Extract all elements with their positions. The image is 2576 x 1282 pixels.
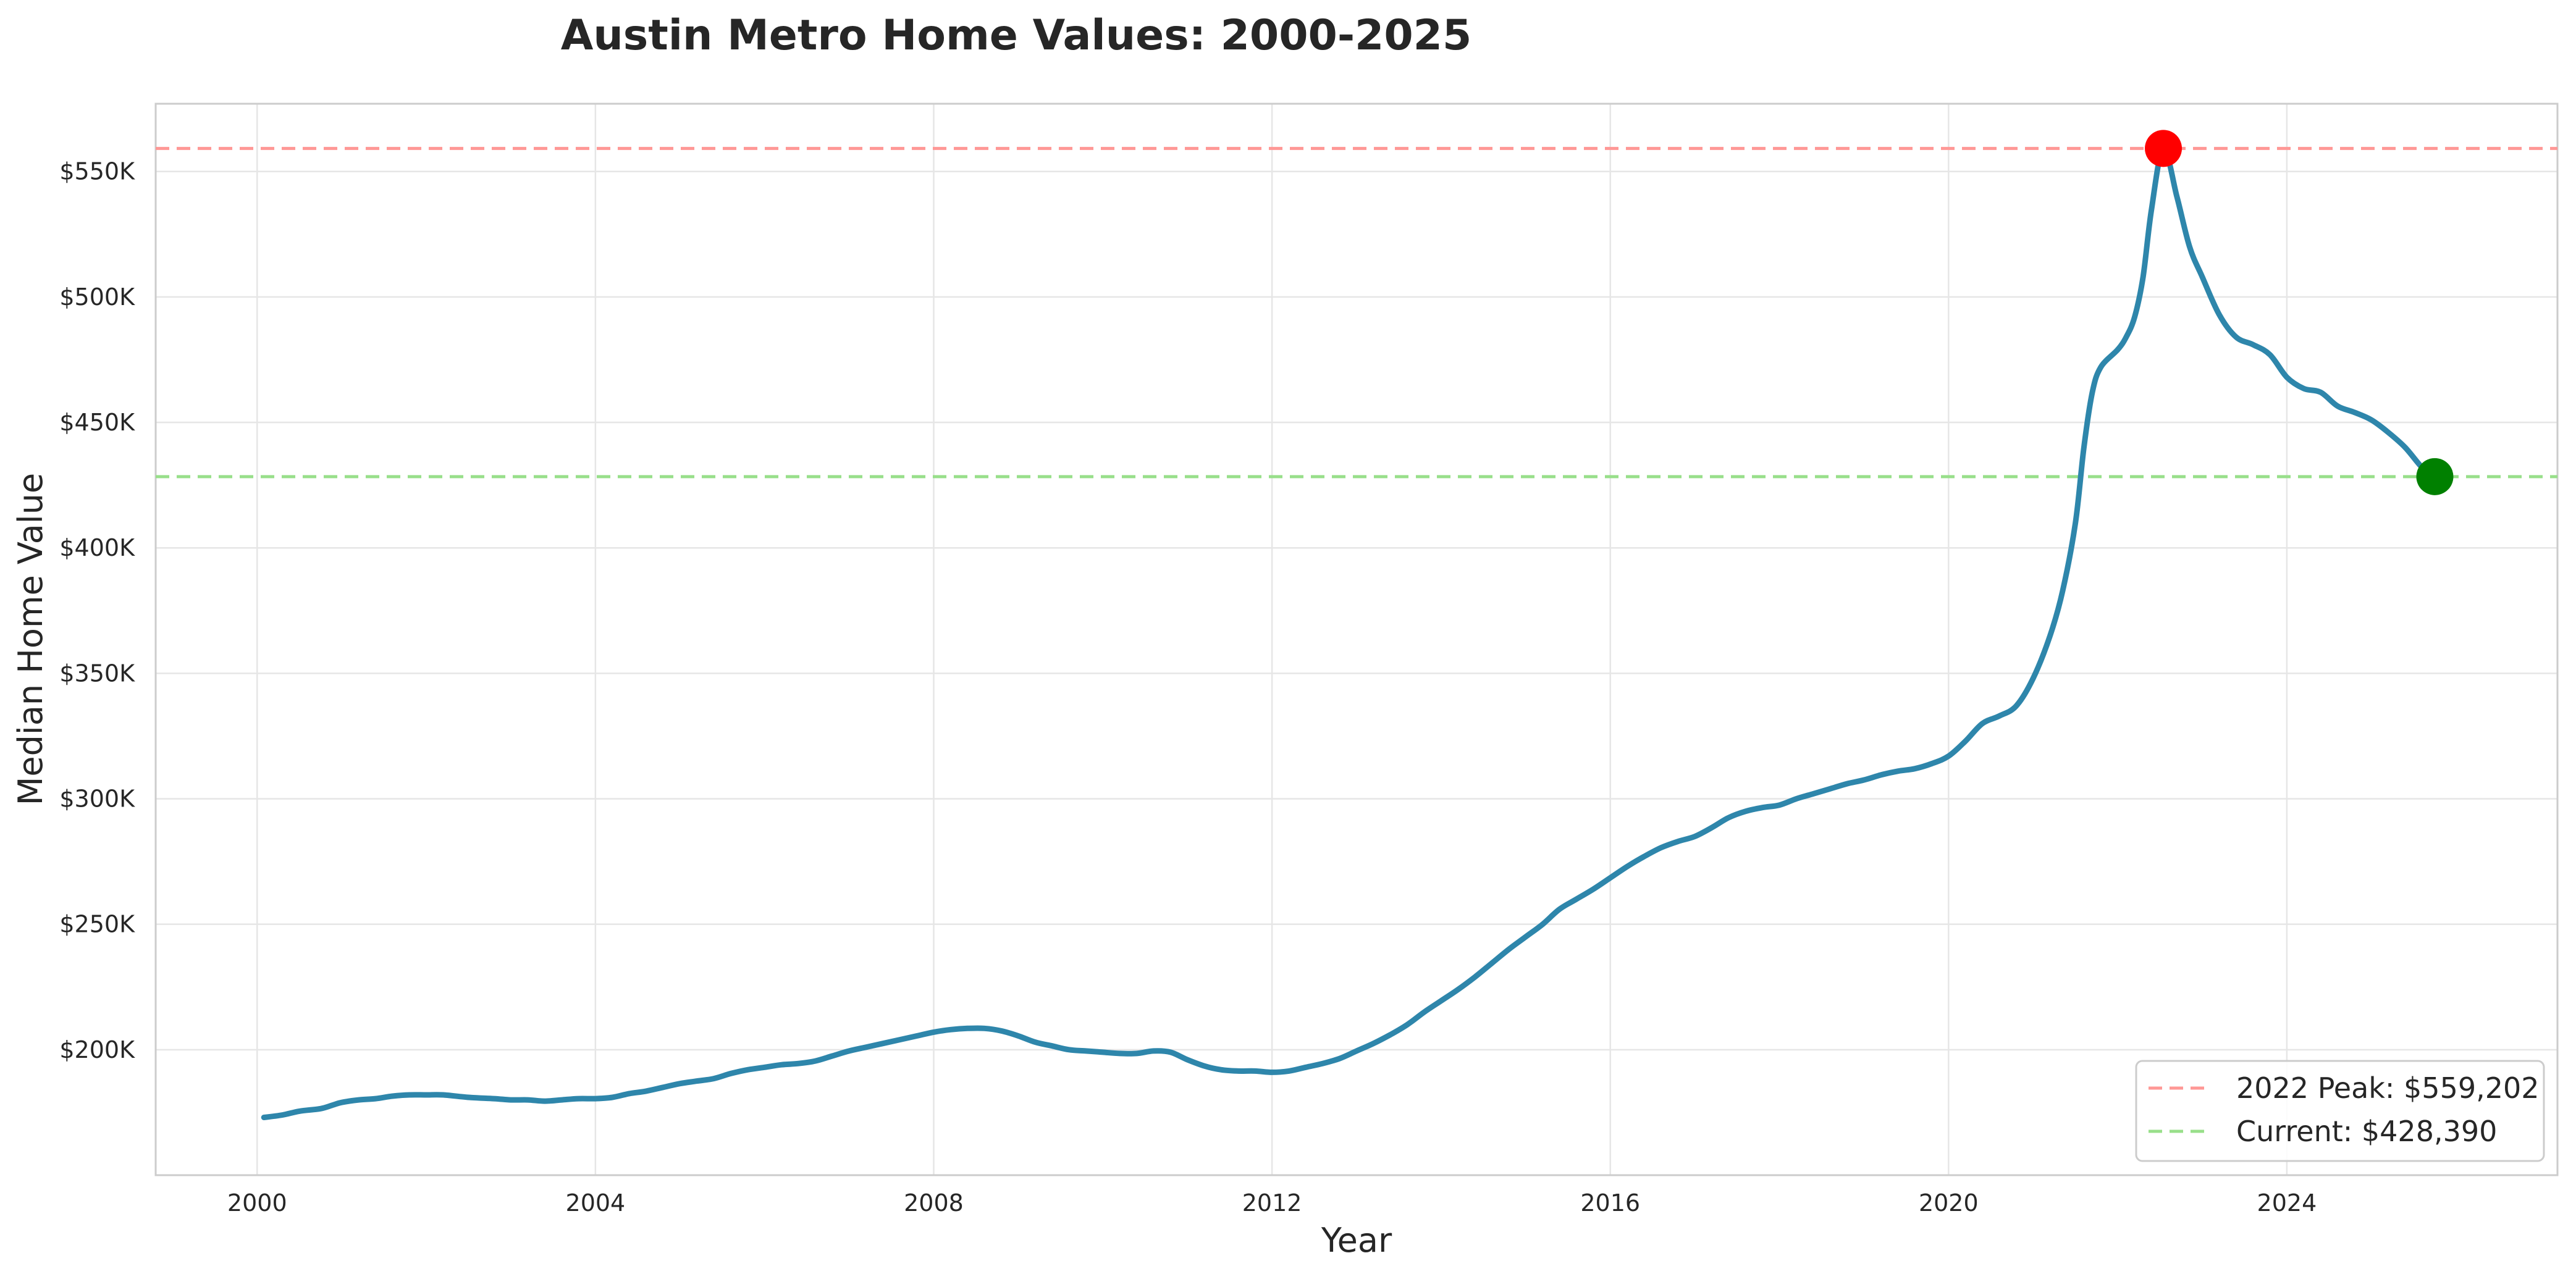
y-tick-label: $300K [59, 786, 135, 813]
y-tick-label: $250K [59, 911, 135, 938]
marker-layer [2145, 130, 2454, 495]
legend: 2022 Peak: $559,202 Current: $428,390 [2135, 1060, 2545, 1162]
y-gridlines [156, 170, 2557, 1051]
y-axis-label: Median Home Value [11, 473, 50, 806]
x-tick-labels: 2000 2004 2008 2012 2016 2020 2024 [227, 1189, 2317, 1217]
x-tick-label: 2008 [904, 1189, 964, 1217]
x-tick-label: 2024 [2257, 1189, 2317, 1217]
x-tick-label: 2020 [1919, 1189, 1979, 1217]
legend-label: Current: $428,390 [2236, 1115, 2497, 1148]
x-tick-label: 2000 [227, 1189, 287, 1217]
legend-entries: 2022 Peak: $559,202 Current: $428,390 [2149, 1071, 2540, 1148]
y-tick-label: $400K [59, 534, 135, 561]
x-tick-label: 2004 [566, 1189, 626, 1217]
y-tick-label: $550K [59, 158, 135, 185]
x-tick-label: 2016 [1580, 1189, 1640, 1217]
data-point-marker [2416, 458, 2454, 495]
y-tick-label: $450K [59, 409, 135, 436]
data-point-marker [2145, 130, 2182, 167]
y-tick-label: $500K [59, 283, 135, 311]
series-layer [261, 145, 2438, 1120]
y-tick-label: $200K [59, 1036, 135, 1063]
x-axis-label: Year [1321, 1221, 1392, 1260]
x-gridlines [256, 104, 2288, 1175]
legend-box [2135, 1060, 2545, 1162]
x-tick-label: 2012 [1242, 1189, 1302, 1217]
series-line [261, 145, 2438, 1120]
chart-title: Austin Metro Home Values: 2000-2025 [561, 11, 1472, 60]
y-tick-labels: $200K $250K $300K $350K $400K $450K $500K $550K [59, 158, 135, 1063]
plot-frame [154, 103, 2559, 1176]
legend-label: 2022 Peak: $559,202 [2236, 1071, 2540, 1105]
y-tick-label: $350K [59, 660, 135, 687]
